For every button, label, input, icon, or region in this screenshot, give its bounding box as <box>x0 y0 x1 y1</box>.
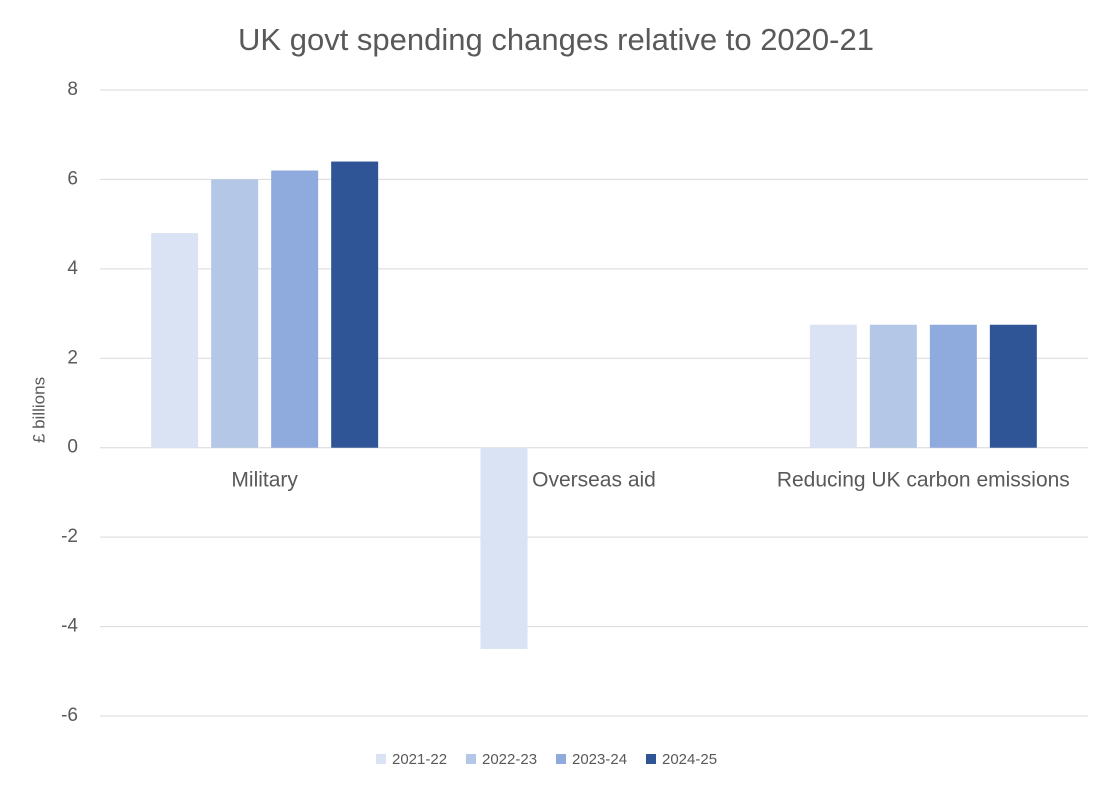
y-axis-label: £ billions <box>29 377 48 443</box>
legend-label: 2021-22 <box>392 751 447 768</box>
chart-title: UK govt spending changes relative to 202… <box>238 22 874 57</box>
legend-swatch <box>466 754 476 764</box>
x-tick-label: Military <box>231 468 298 491</box>
legend-swatch <box>556 754 566 764</box>
x-tick-label: Reducing UK carbon emissions <box>777 468 1070 491</box>
y-tick-label: 6 <box>67 168 78 189</box>
y-tick-label: 0 <box>67 437 78 458</box>
legend-label: 2024-25 <box>662 751 717 768</box>
legend-swatch <box>646 754 656 764</box>
bar <box>989 324 1037 448</box>
bar <box>929 324 977 448</box>
x-tick-label: Overseas aid <box>532 468 656 491</box>
bar <box>271 170 319 448</box>
bar <box>480 447 528 649</box>
bar <box>331 161 379 448</box>
legend-label: 2022-23 <box>482 751 537 768</box>
bar <box>211 179 259 448</box>
bar <box>809 324 857 448</box>
y-tick-label: -4 <box>61 616 78 637</box>
bar <box>151 233 199 448</box>
y-tick-label: -2 <box>61 526 78 547</box>
legend-label: 2023-24 <box>572 751 627 768</box>
y-tick-label: -6 <box>61 705 78 726</box>
legend-swatch <box>376 754 386 764</box>
y-tick-label: 4 <box>67 258 78 279</box>
y-tick-label: 8 <box>67 79 78 100</box>
y-tick-label: 2 <box>67 347 78 368</box>
bar <box>869 324 917 448</box>
